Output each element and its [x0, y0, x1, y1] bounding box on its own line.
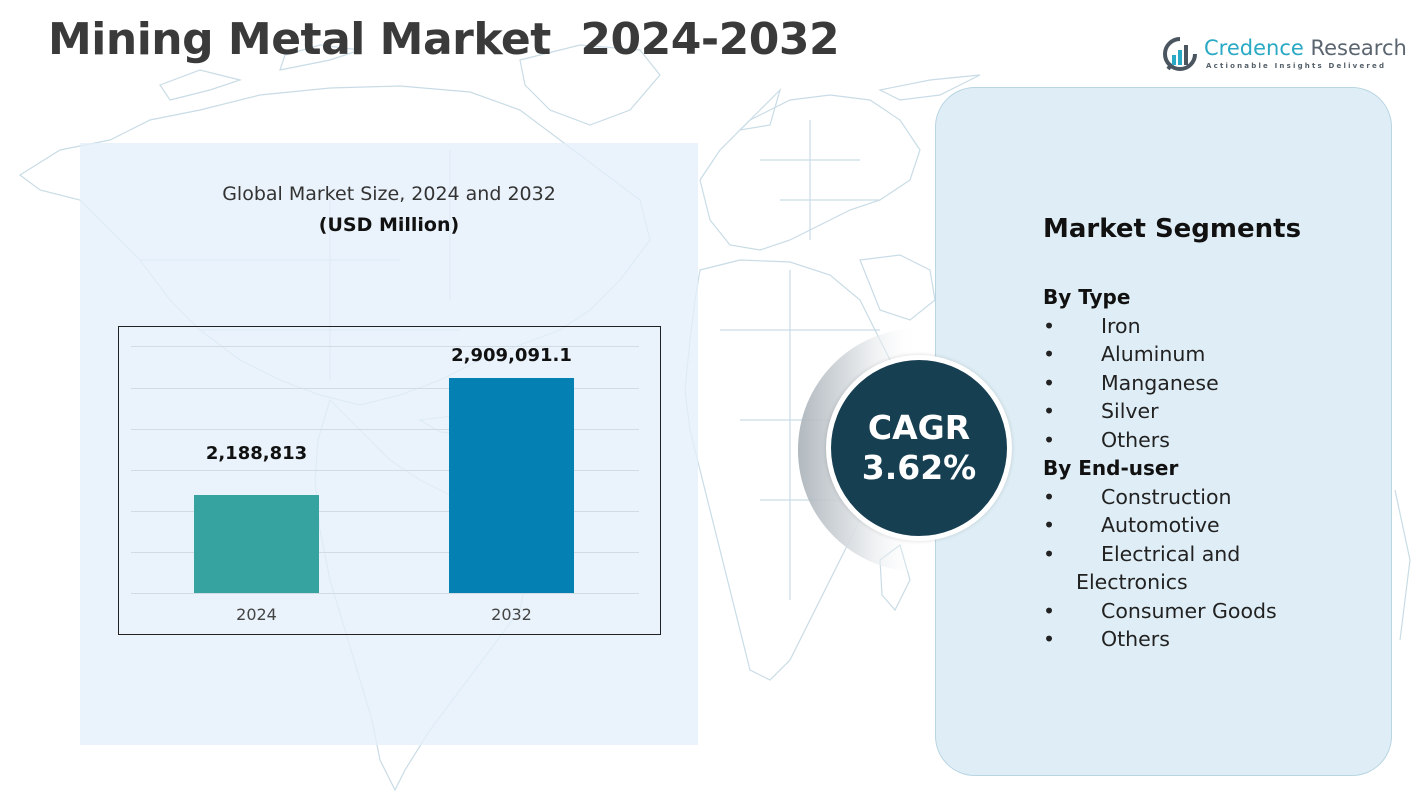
cagr-ring-decoration — [797, 328, 920, 572]
segment-item: • Others — [1043, 428, 1170, 452]
x-axis-baseline — [131, 593, 639, 594]
bar-value-label-2024: 2,188,813 — [205, 443, 308, 464]
segment-item: • Manganese — [1043, 371, 1219, 395]
chart-title: Global Market Size, 2024 and 2032 — [222, 183, 556, 205]
segment-item: • Automotive — [1043, 513, 1220, 537]
cagr-label: CAGR — [867, 408, 971, 447]
segment-item-continuation: Electronics — [1076, 570, 1188, 594]
logo-wordmark: Credence Research — [1204, 36, 1407, 60]
x-tick-label-2032: 2032 — [491, 605, 532, 624]
x-tick-label-2024: 2024 — [236, 605, 277, 624]
segment-item: • Consumer Goods — [1043, 599, 1277, 623]
segment-item: • Others — [1043, 627, 1170, 651]
segment-item: • Construction — [1043, 485, 1232, 509]
segment-group-by-end-user: By End-user — [1043, 456, 1179, 480]
segment-item: • Silver — [1043, 399, 1159, 423]
segment-item: • Electrical and — [1043, 542, 1241, 566]
logo-name-credence: Credence — [1204, 36, 1304, 60]
bar-value-label-2032: 2,909,091.1 — [451, 345, 572, 366]
market-segments-panel: Market Segments By Type • Iron • Aluminum … — [935, 87, 1392, 776]
segments-title: Market Segments — [1043, 214, 1302, 244]
credence-research-logo: Credence Research Actionable Insights De… — [1162, 34, 1407, 78]
bar-chart: 2,188,813 2,909,091.1 2024 2032 — [118, 326, 661, 635]
cagr-badge: CAGR 3.62% — [826, 355, 1012, 541]
cagr-value: 3.62% — [861, 448, 977, 487]
bar-2024 — [194, 495, 319, 593]
segment-group-by-type: By Type — [1043, 285, 1131, 309]
chart-subtitle: (USD Million) — [318, 214, 460, 236]
bar-2032 — [449, 378, 574, 593]
logo-name-research: Research — [1310, 36, 1407, 60]
logo-tagline: Actionable Insights Delivered — [1206, 62, 1387, 70]
gridline — [131, 470, 639, 471]
gridline — [131, 346, 639, 347]
bar-chart-circle-icon — [1163, 37, 1197, 71]
page-title: Mining Metal Market 2024-2032 — [48, 14, 840, 65]
segment-item: • Iron — [1043, 314, 1141, 338]
gridline — [131, 511, 639, 512]
gridline — [131, 429, 639, 430]
market-size-panel: Global Market Size, 2024 and 2032 (USD M… — [80, 143, 698, 745]
gridline — [131, 552, 639, 553]
segment-item: • Aluminum — [1043, 342, 1206, 366]
gridline — [131, 388, 639, 389]
